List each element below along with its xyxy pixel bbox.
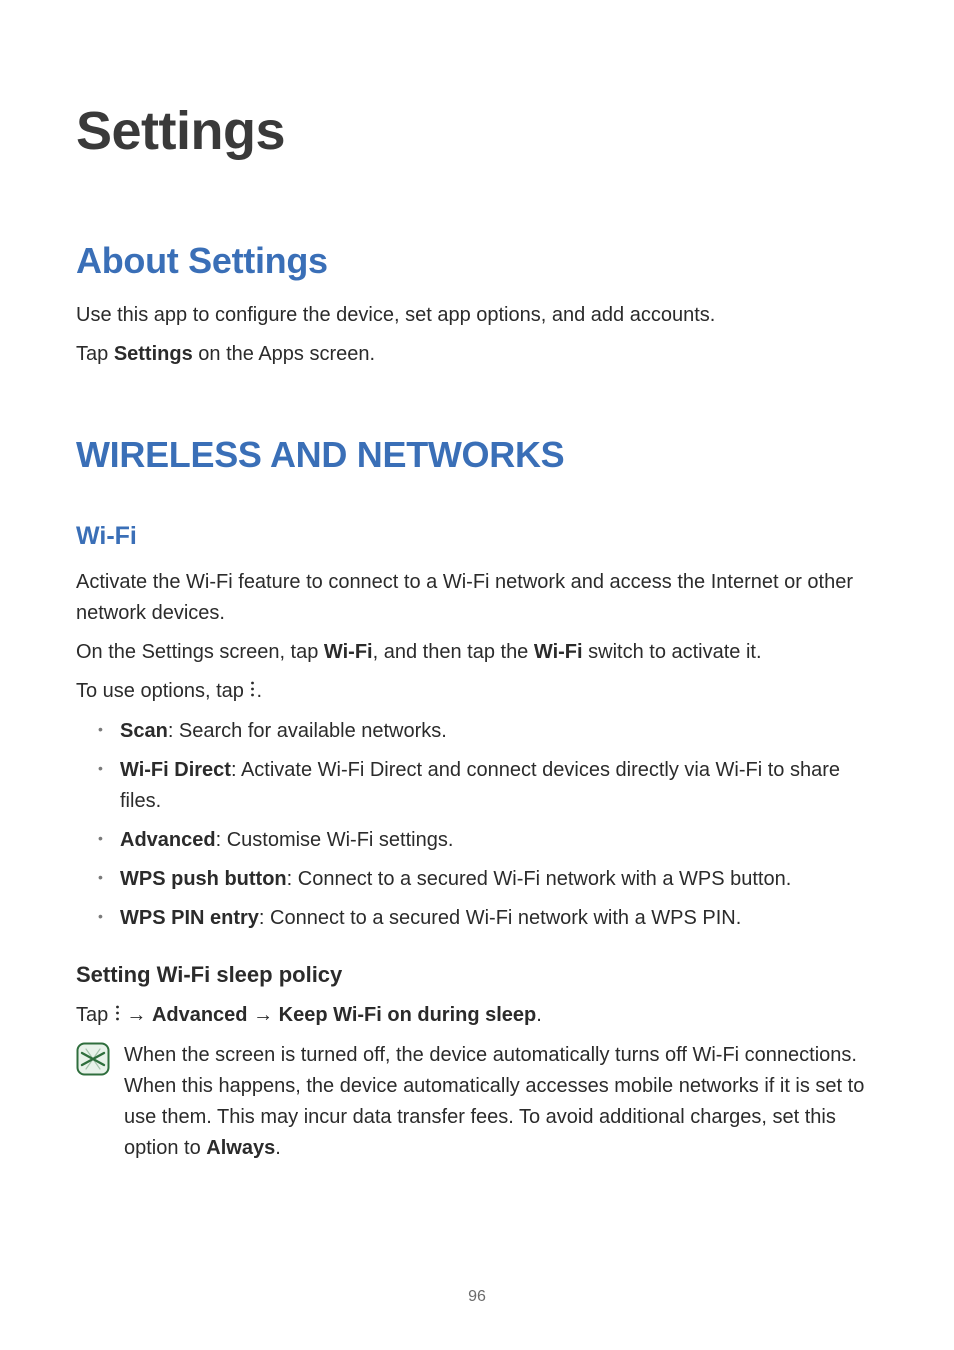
page-title: Settings <box>76 100 878 162</box>
bullet-bold: WPS PIN entry <box>120 907 259 929</box>
note-post: . <box>275 1137 281 1159</box>
path-post: . <box>536 1004 542 1026</box>
wifi-bullet-list: Scan: Search for available networks. Wi-… <box>98 716 878 934</box>
wifi-intro: Activate the Wi-Fi feature to connect to… <box>76 567 878 629</box>
wireless-heading: WIRELESS AND NETWORKS <box>76 434 878 476</box>
wifi-settings-post: switch to activate it. <box>583 641 762 663</box>
note-bold: Always <box>206 1137 275 1159</box>
wifi-settings-b2: Wi-Fi <box>534 641 583 663</box>
wifi-options-post: . <box>256 680 262 702</box>
about-p2-post: on the Apps screen. <box>193 343 375 365</box>
bullet-rest: : Search for available networks. <box>168 720 447 742</box>
wifi-options-line: To use options, tap . <box>76 676 878 708</box>
list-item: WPS PIN entry: Connect to a secured Wi-F… <box>98 903 878 934</box>
wifi-settings-pre: On the Settings screen, tap <box>76 641 324 663</box>
bullet-bold: Scan <box>120 720 168 742</box>
wifi-settings-b1: Wi-Fi <box>324 641 373 663</box>
path-arrow-2: → <box>248 1004 279 1026</box>
list-item: Wi-Fi Direct: Activate Wi-Fi Direct and … <box>98 755 878 817</box>
path-arrow-1: → <box>121 1004 152 1026</box>
note-icon <box>76 1042 110 1076</box>
path-b1: Advanced <box>152 1004 248 1026</box>
list-item: Advanced: Customise Wi-Fi settings. <box>98 825 878 856</box>
list-item: Scan: Search for available networks. <box>98 716 878 747</box>
path-pre: Tap <box>76 1004 114 1026</box>
about-p2: Tap Settings on the Apps screen. <box>76 339 878 370</box>
list-item: WPS push button: Connect to a secured Wi… <box>98 864 878 895</box>
wifi-sleep-heading: Setting Wi-Fi sleep policy <box>76 962 878 988</box>
path-b2: Keep Wi-Fi on during sleep <box>279 1004 537 1026</box>
about-p2-pre: Tap <box>76 343 114 365</box>
bullet-bold: Wi-Fi Direct <box>120 759 231 781</box>
wifi-settings-mid: , and then tap the <box>373 641 534 663</box>
page: Settings About Settings Use this app to … <box>0 0 954 1350</box>
bullet-bold: WPS push button <box>120 868 287 890</box>
wifi-options-pre: To use options, tap <box>76 680 249 702</box>
bullet-rest: : Connect to a secured Wi-Fi network wit… <box>259 907 741 929</box>
note-row: When the screen is turned off, the devic… <box>76 1040 878 1164</box>
bullet-bold: Advanced <box>120 829 216 851</box>
about-p1: Use this app to configure the device, se… <box>76 300 878 331</box>
page-number: 96 <box>0 1288 954 1306</box>
about-p2-bold: Settings <box>114 343 193 365</box>
more-options-icon <box>114 1001 121 1032</box>
about-heading: About Settings <box>76 240 878 282</box>
wifi-sleep-path: Tap → Advanced → Keep Wi-Fi on during sl… <box>76 1000 878 1032</box>
bullet-rest: : Customise Wi-Fi settings. <box>216 829 454 851</box>
bullet-rest: : Connect to a secured Wi-Fi network wit… <box>287 868 792 890</box>
note-text: When the screen is turned off, the devic… <box>124 1040 878 1164</box>
wifi-settings-line: On the Settings screen, tap Wi-Fi, and t… <box>76 637 878 668</box>
wifi-heading: Wi-Fi <box>76 522 878 551</box>
